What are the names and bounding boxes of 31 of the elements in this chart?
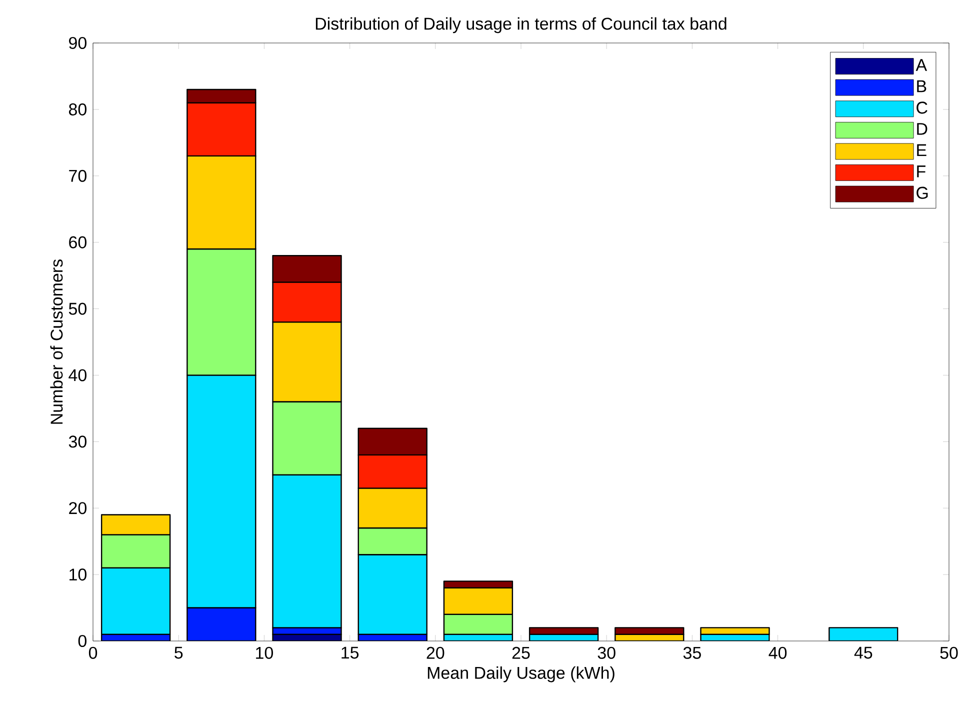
x-tick-label: 10 [256, 646, 273, 659]
legend-label: C [916, 102, 928, 114]
chart-title: Distribution of Daily usage in terms of Council tax band [316, 17, 726, 34]
y-tick-label: 20 [69, 502, 86, 514]
y-tick-label: 40 [68, 369, 86, 382]
x-tick-label: 15 [342, 646, 359, 659]
y-tick-label: 90 [69, 36, 86, 50]
x-axis-title: Mean Daily Usage (kWh) [428, 666, 614, 682]
x-tick-label: 30 [598, 646, 616, 659]
legend-label: A [916, 59, 928, 71]
x-tick-label: 5 [174, 646, 183, 659]
y-tick-label: 10 [70, 568, 86, 581]
y-tick-label: 60 [69, 236, 86, 248]
legend-label: B [917, 80, 926, 92]
y-tick-label: 70 [69, 170, 86, 182]
x-tick-label: 45 [854, 646, 872, 659]
legend-label: F [917, 166, 926, 178]
x-tick-label: 50 [940, 646, 958, 659]
x-tick-label: 40 [768, 646, 787, 659]
y-tick-label: 80 [68, 103, 86, 116]
x-tick-label: 0 [88, 646, 98, 659]
y-tick-label: 50 [68, 302, 86, 315]
legend-label: G [916, 186, 928, 199]
x-tick-label: 25 [512, 646, 530, 659]
y-tick-label: 30 [68, 436, 86, 448]
y-axis-title: Number of Customers [50, 259, 63, 424]
x-tick-label: 35 [683, 646, 701, 659]
y-tick-label: 0 [78, 634, 86, 648]
legend-label: D [917, 123, 928, 135]
x-tick-label: 20 [426, 646, 444, 659]
legend-label: E [917, 144, 926, 156]
